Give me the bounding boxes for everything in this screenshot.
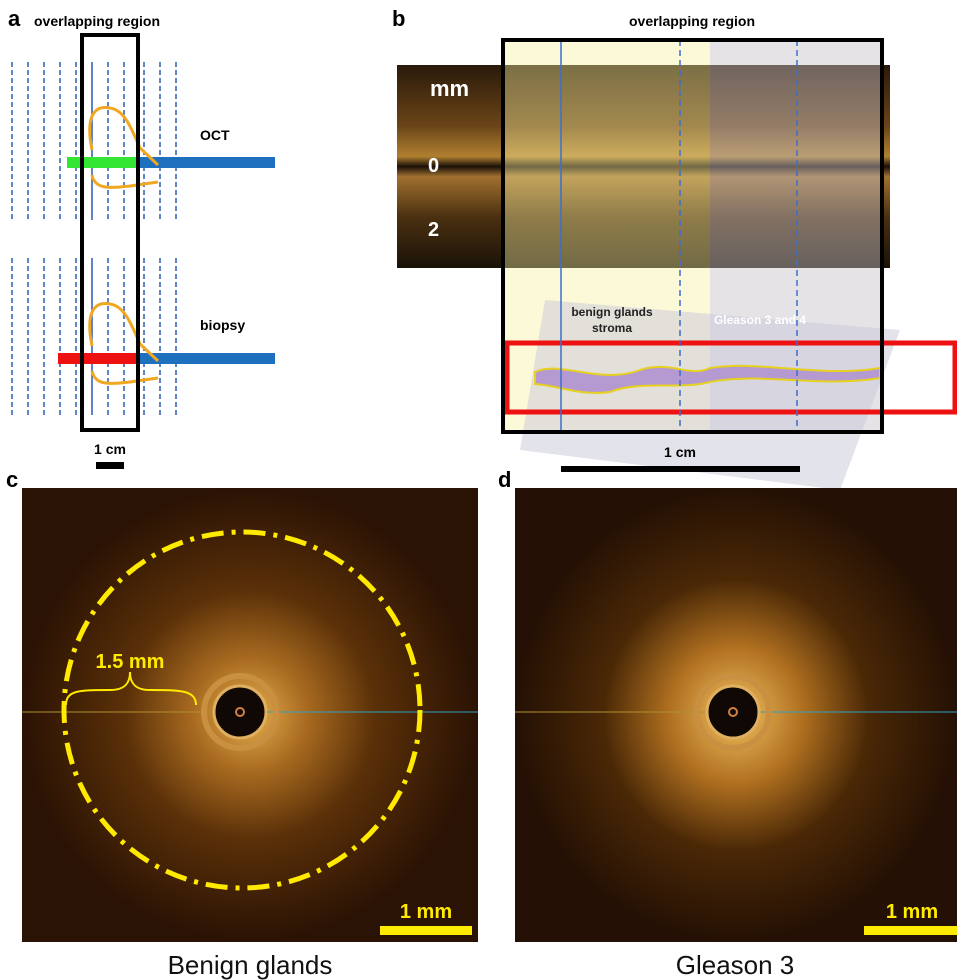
scale-bar — [864, 926, 957, 935]
caption: Gleason 3 — [676, 950, 795, 980]
scale-bar — [561, 466, 800, 472]
panel-title: overlapping region — [34, 13, 160, 29]
figure: a overlapping region OCT biopsy 1 cm b o… — [0, 0, 957, 980]
panel-label: b — [392, 6, 405, 31]
scale-label: 1 mm — [886, 901, 938, 923]
axis-tick: 0 — [428, 155, 439, 177]
slide — [520, 300, 900, 490]
oct-overlap — [67, 157, 138, 168]
region-label: stroma — [592, 321, 632, 335]
probe — [707, 686, 759, 738]
axis-tick: 2 — [428, 219, 439, 241]
scale-label: 1 mm — [400, 901, 452, 923]
biopsy-overlap — [58, 353, 138, 364]
overlap-box — [82, 35, 138, 430]
scale-bar — [96, 462, 124, 469]
scale-bar — [380, 926, 472, 935]
caption: Benign glands — [168, 950, 333, 980]
axis-unit: mm — [430, 76, 469, 101]
scale-label: 1 cm — [94, 441, 126, 457]
panel-b: b overlapping region mm 0 2 benign gland… — [392, 6, 955, 490]
panel-a: a overlapping region OCT biopsy 1 cm — [8, 6, 275, 469]
region-label: benign glands — [571, 305, 653, 319]
panel-title: overlapping region — [629, 13, 755, 29]
scale-label: 1 cm — [664, 444, 696, 460]
biopsy-label: biopsy — [200, 317, 245, 333]
probe — [214, 686, 266, 738]
annotation: 1.5 mm — [96, 651, 165, 673]
oct-label: OCT — [200, 127, 230, 143]
panel-label: d — [498, 467, 511, 492]
panel-label: c — [6, 467, 18, 492]
panel-label: a — [8, 6, 21, 31]
panel-c: c 1.5 mm 1 mm Benign glands — [6, 467, 478, 980]
region-label: Gleason 3 and 4 — [714, 313, 806, 327]
panel-d: d 1 mm Gleason 3 — [498, 467, 957, 980]
